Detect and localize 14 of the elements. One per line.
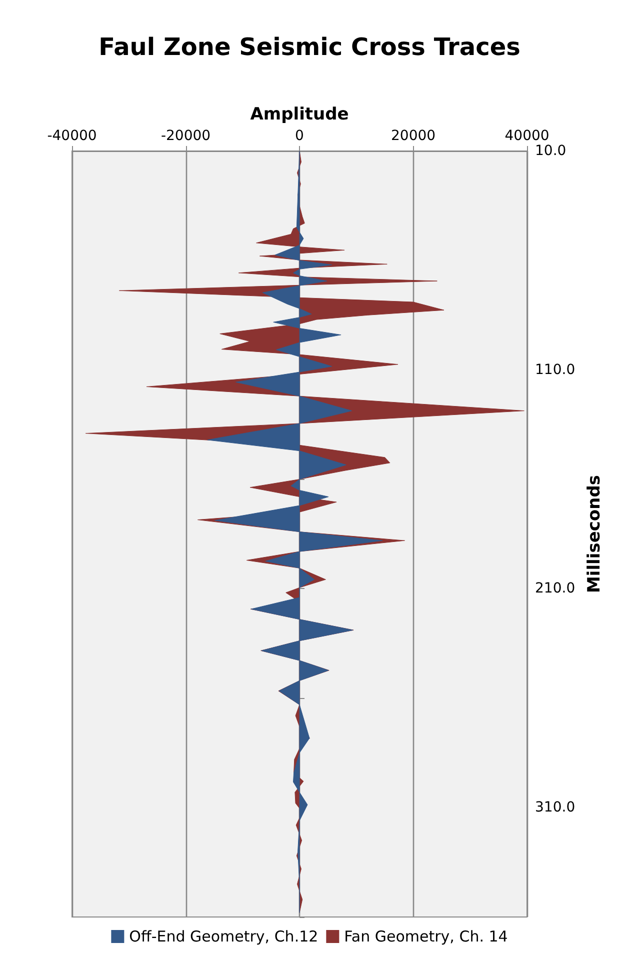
y-tick-label: 110.0 xyxy=(535,362,576,378)
y-tick-label: 210.0 xyxy=(535,580,576,597)
legend-label: Off-End Geometry, Ch.12 xyxy=(129,928,318,946)
y-tick-label: 10.0 xyxy=(535,143,566,159)
legend-label: Fan Geometry, Ch. 14 xyxy=(344,928,508,946)
x-tick-label: -40000 xyxy=(47,128,97,144)
x-tick-label: 40000 xyxy=(504,128,550,144)
x-axis-title: Amplitude xyxy=(250,104,349,124)
x-tick-label: -20000 xyxy=(160,128,211,144)
y-axis-title: Milliseconds xyxy=(584,474,604,594)
chart-title: Faul Zone Seismic Cross Traces xyxy=(98,33,520,61)
x-tick-label: 0 xyxy=(295,128,304,144)
y-tick-label: 310.0 xyxy=(535,800,576,816)
x-tick-label: 20000 xyxy=(390,128,436,144)
